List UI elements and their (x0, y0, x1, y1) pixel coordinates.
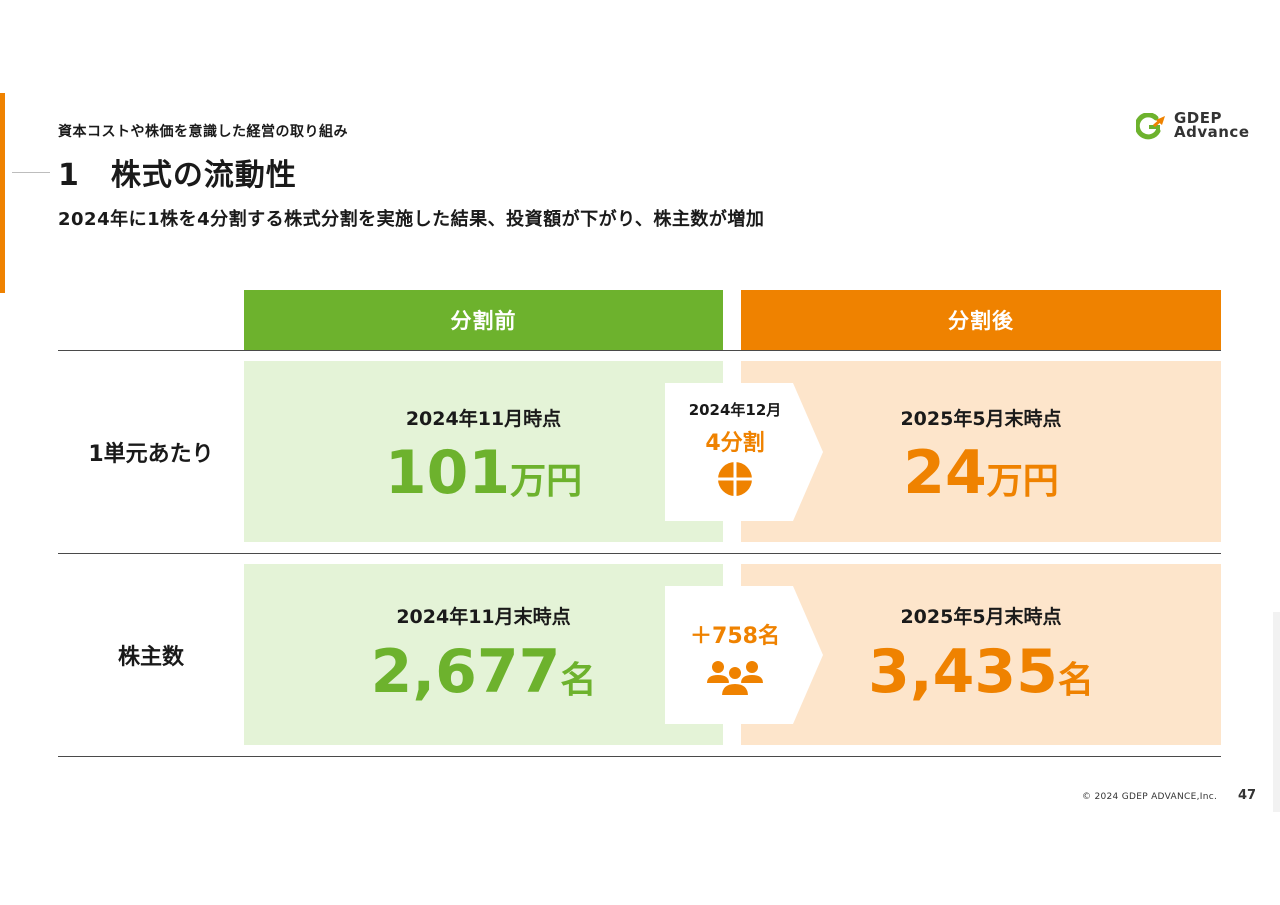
value-per-unit-before: 101万円 (244, 443, 723, 503)
row-label-per-unit: 1単元あたり (88, 441, 214, 467)
arrow-shape (665, 383, 823, 521)
shareholder-increase: ＋758名 (690, 624, 780, 649)
logo-mark-icon (1136, 113, 1165, 140)
row-label-shareholders: 株主数 (117, 644, 184, 670)
date-label: 2024年11月末時点 (396, 606, 571, 628)
page-subtitle: 2024年に1株を4分割する株式分割を実施した結果、投資額が下がり、株主数が増加 (58, 209, 765, 230)
date-label: 2025年5月末時点 (900, 408, 1062, 430)
value-number: 3,435 (868, 637, 1058, 707)
page-number: 47 (1238, 788, 1257, 803)
split-date: 2024年12月 (688, 401, 782, 419)
logo-text-line2: Advance (1174, 123, 1250, 141)
copyright-text: © 2024 GDEP ADVANCE,Inc. (1082, 792, 1218, 802)
value-shareholders-before: 2,677名 (244, 642, 723, 702)
value-shareholders-after: 3,435名 (741, 642, 1221, 702)
table-rule-bottom (58, 756, 1221, 757)
people-group-icon (707, 661, 763, 697)
table-rule-top (58, 350, 1221, 351)
scrollbar[interactable] (1273, 612, 1280, 812)
logo-text-line1: GDEP (1174, 109, 1223, 127)
cell-per-unit-before: 2024年11月時点 101万円 (244, 361, 723, 542)
accent-bar (0, 93, 5, 293)
column-header-after: 分割後 (741, 290, 1221, 350)
page-title: 1 株式の流動性 (58, 158, 297, 193)
date-label: 2025年5月末時点 (900, 606, 1062, 628)
value-unit: 万円 (986, 461, 1059, 502)
split-arrow: 2024年12月 4分割 (665, 383, 825, 521)
title-rule (12, 172, 50, 173)
split-circle-icon (718, 462, 752, 496)
value-number: 2,677 (370, 637, 561, 707)
column-header-before: 分割前 (244, 290, 723, 350)
section-label: 資本コストや株価を意識した経営の取り組み (58, 124, 348, 140)
value-number: 101 (384, 438, 511, 508)
value-unit: 名 (1057, 660, 1094, 701)
increase-arrow: ＋758名 (665, 586, 825, 724)
value-unit: 万円 (510, 461, 583, 502)
date-label: 2024年11月時点 (405, 408, 562, 430)
value-number: 24 (903, 438, 987, 508)
value-per-unit-after: 24万円 (741, 443, 1221, 503)
cell-shareholders-before: 2024年11月末時点 2,677名 (244, 564, 723, 745)
company-logo: GDEP Advance (1136, 110, 1262, 144)
table-rule-middle (58, 553, 1221, 554)
arrow-shape (665, 586, 823, 724)
split-ratio: 4分割 (705, 431, 765, 456)
value-unit: 名 (560, 660, 597, 701)
